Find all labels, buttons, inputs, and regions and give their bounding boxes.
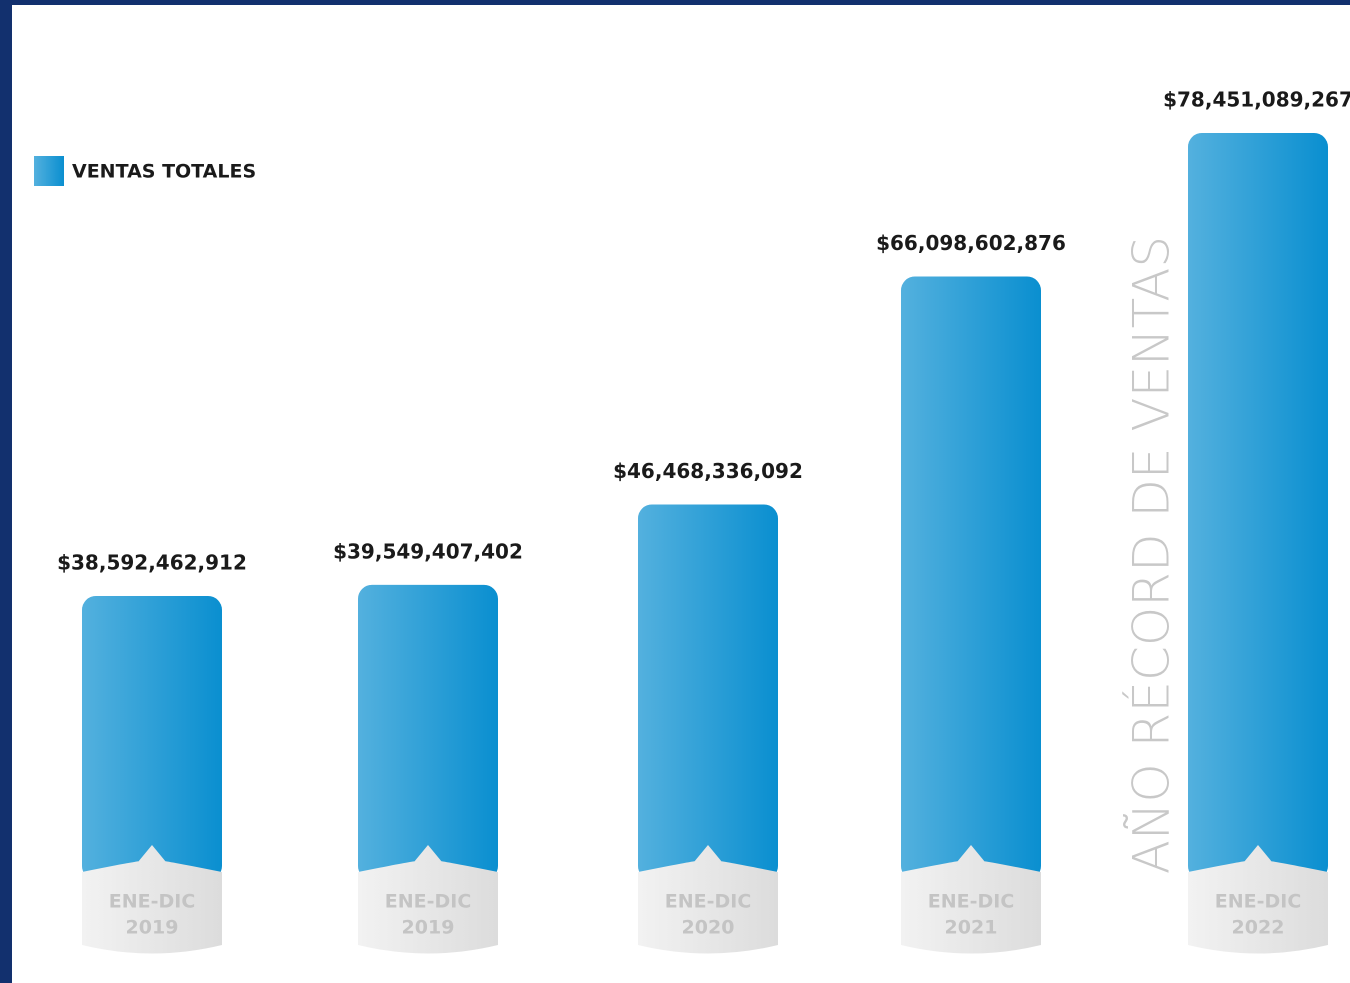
x-tick-label: 2020 [682, 917, 735, 939]
annotation: AÑO RÉCORD DE VENTAS [1122, 236, 1181, 874]
value-label: $39,549,407,402 [333, 539, 523, 563]
pedestal [358, 845, 498, 954]
x-tick-label: ENE-DIC [665, 891, 752, 913]
x-tick-label: ENE-DIC [928, 891, 1015, 913]
x-tick-label: ENE-DIC [1215, 891, 1302, 913]
bar-shine [82, 595, 222, 880]
value-label: $46,468,336,092 [613, 459, 803, 483]
legend-label: VENTAS TOTALES [72, 161, 256, 183]
x-tick-label: 2019 [126, 917, 179, 939]
x-tick-label: ENE-DIC [109, 891, 196, 913]
x-tick-label: 2019 [402, 917, 455, 939]
bar-shine [1188, 132, 1328, 880]
value-label: $78,451,089,267 [1163, 87, 1350, 111]
bar-shine [901, 276, 1041, 880]
x-tick-label: 2022 [1232, 917, 1285, 939]
pedestal [638, 845, 778, 954]
value-label: $38,592,462,912 [57, 550, 247, 574]
pedestal [901, 845, 1041, 954]
pedestal [1188, 845, 1328, 954]
bar-shine [358, 584, 498, 880]
x-tick-label: 2021 [945, 917, 998, 939]
bar-shine [638, 504, 778, 880]
pedestal [82, 845, 222, 954]
value-label: $66,098,602,876 [876, 231, 1066, 255]
x-tick-label: ENE-DIC [385, 891, 472, 913]
legend-swatch-shine [34, 156, 64, 186]
